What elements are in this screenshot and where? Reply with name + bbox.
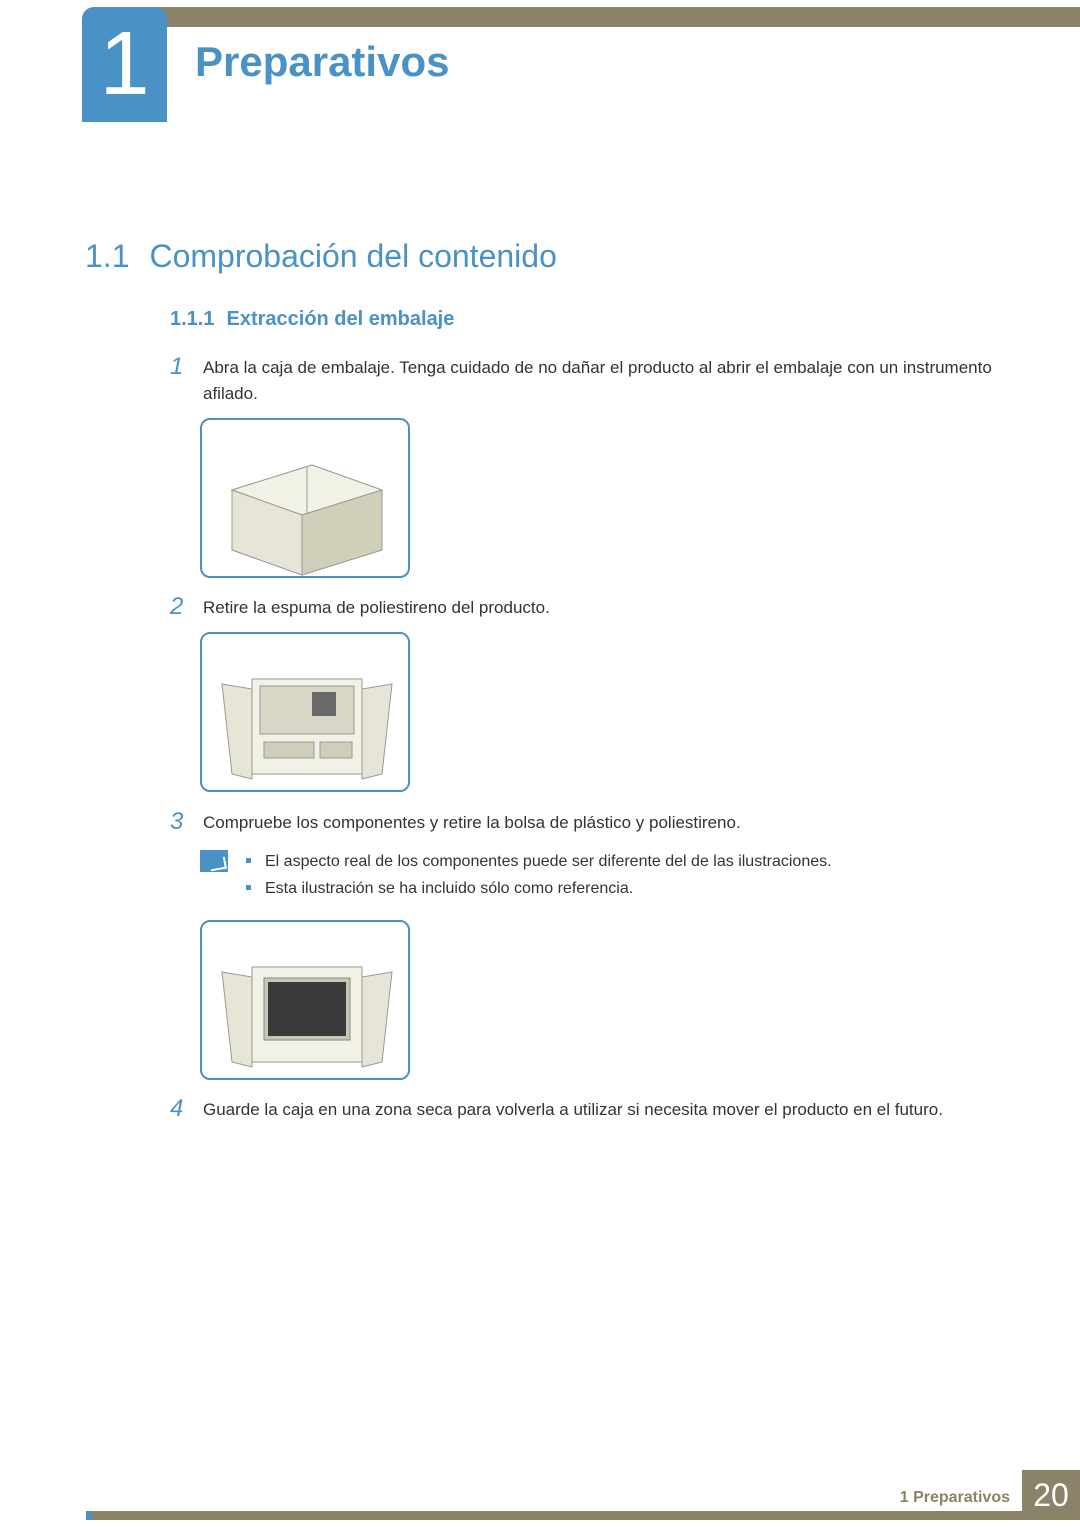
step-3: 3 Compruebe los componentes y retire la …	[170, 810, 995, 836]
top-bar	[110, 7, 1080, 27]
step-number: 1	[170, 355, 188, 406]
chapter-title: Preparativos	[195, 38, 449, 86]
page-number: 20	[1033, 1477, 1069, 1514]
step-number: 3	[170, 810, 188, 836]
note-list: El aspecto real de los componentes puede…	[246, 848, 990, 902]
step-2: 2 Retire la espuma de poliestireno del p…	[170, 595, 995, 621]
step-text: Abra la caja de embalaje. Tenga cuidado …	[203, 355, 995, 406]
chapter-number: 1	[99, 13, 149, 116]
illustration-box	[200, 418, 410, 578]
illustration-monitor	[200, 920, 410, 1080]
bullet-icon	[246, 858, 251, 863]
footer-label: 1 Preparativos	[900, 1489, 1010, 1507]
section-number: 1.1	[85, 238, 129, 275]
subsection-title: Extracción del embalaje	[226, 308, 454, 331]
note-block: El aspecto real de los componentes puede…	[200, 848, 990, 902]
step-number: 4	[170, 1097, 188, 1123]
step-text: Retire la espuma de poliestireno del pro…	[203, 595, 550, 621]
footer-bar	[86, 1511, 1080, 1520]
step-number: 2	[170, 595, 188, 621]
section-title: Comprobación del contenido	[149, 238, 556, 275]
note-text: Esta ilustración se ha incluido sólo com…	[265, 875, 633, 902]
note-item: El aspecto real de los componentes puede…	[246, 848, 990, 875]
subsection-number: 1.1.1	[170, 308, 214, 331]
bullet-icon	[246, 885, 251, 890]
note-icon	[200, 850, 228, 872]
step-text: Compruebe los componentes y retire la bo…	[203, 810, 741, 836]
illustration-foam	[200, 632, 410, 792]
note-text: El aspecto real de los componentes puede…	[265, 848, 832, 875]
step-text: Guarde la caja en una zona seca para vol…	[203, 1097, 943, 1123]
step-1: 1 Abra la caja de embalaje. Tenga cuidad…	[170, 355, 995, 406]
chapter-badge: 1	[82, 7, 167, 122]
step-4: 4 Guarde la caja en una zona seca para v…	[170, 1097, 995, 1123]
section-heading: 1.1 Comprobación del contenido	[85, 238, 557, 275]
subsection-heading: 1.1.1 Extracción del embalaje	[170, 308, 454, 331]
note-item: Esta ilustración se ha incluido sólo com…	[246, 875, 990, 902]
